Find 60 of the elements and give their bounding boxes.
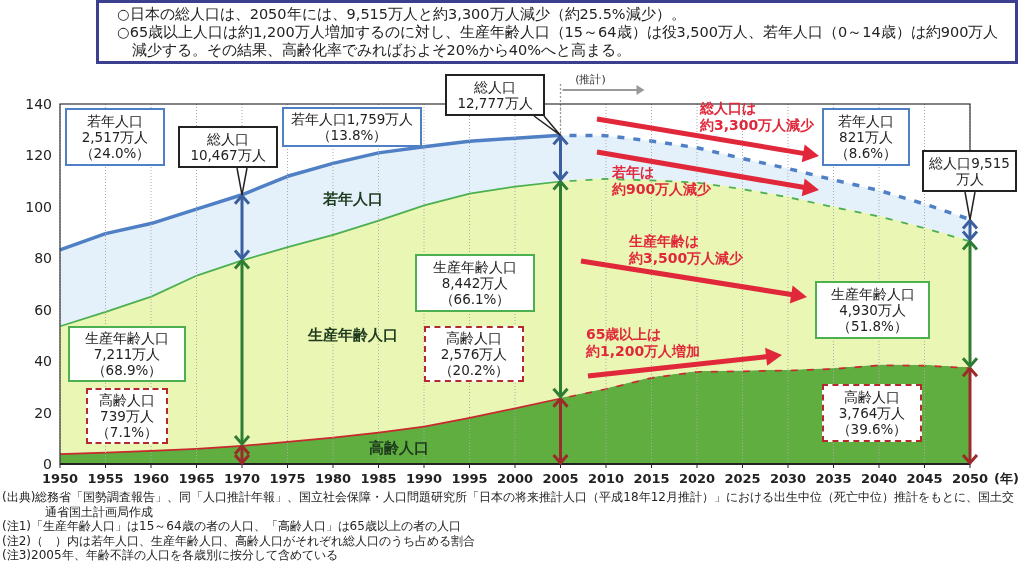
annotation: 約1,200万人増加 [586,343,701,359]
x-tick-label: 2025 [724,470,761,486]
x-tick-label: 2040 [860,470,898,486]
annotation: 生産年齢は [629,233,699,249]
annotation: 生産年齢人口8,442万人（66.1%） [432,259,518,307]
chart-title: ○日本の総人口は、2050年には、9,515万人と約3,300万人減少（約25.5%減少）。 [117,5,687,23]
chart-subtitle: ○65歳以上人口は約1,200万人増加するのに対し、生産年齢人口（15～64歳）は役3,500万人、若年人口（0～14歳）は約900万人減少する。その結果、高齢化率でみればおよそ20%から40%へと高まる。 [117,23,1000,59]
ref-line-label: (推計) [575,72,606,86]
annotation: 約3,500万人減少 [629,250,744,266]
y-tick-label: 60 [34,301,52,318]
x-tick-label: 2050 [951,470,989,486]
text: (注3)2005年、年齢不詳の人口を各歳別に按分して含めている [2,548,339,563]
x-tick-label: 2045 [906,470,943,486]
x-tick-label: 2000 [496,470,534,486]
x-tick-label: 2005 [542,470,579,486]
x-tick-label: 2035 [815,470,852,486]
x-tick-label: 1990 [405,470,443,486]
x-tick-label: 1985 [360,470,397,486]
annotation: 総人口9,515万人 [928,155,1011,187]
series-label: 生産年齢人口 [307,326,398,345]
annotation: 約3,300万人減少 [700,117,815,133]
series-label: 高齢人口 [368,438,429,457]
y-tick-label: 100 [25,198,52,215]
x-tick-label: 2020 [678,470,716,486]
y-tick-label: 120 [25,147,52,164]
x-tick-label: 1965 [178,470,215,486]
annotation: 約900万人減少 [612,181,712,197]
series-label: 若年人口 [322,189,383,208]
annotation: 総人口12,777万人 [456,79,534,111]
annotation: 生産年齢人口4,930万人（51.8%） [829,286,916,334]
annotation: 若年人口821万人（8.6%） [833,113,899,161]
x-axis-title: (年) [994,470,1019,486]
text: (注2)（ ）内は若年人口、生産年齢人口、高齢人口がそれぞれ総人口のうち占める割合 [2,533,476,548]
annotation: 高齢人口739万人（7.1%） [94,392,160,440]
x-tick-label: 1995 [451,470,488,486]
x-tick-label: 2030 [769,470,807,486]
annotation: 若年は [612,164,654,180]
y-tick-label: 80 [34,250,52,267]
x-tick-label: 1950 [41,470,79,486]
y-tick-label: 20 [34,404,52,421]
annotation: 高齢人口2,576万人（20.2%） [437,330,511,378]
text: (出典)総務省「国勢調査報告」、同「人口推計年報」、国立社会保障・人口問題研究所「日本の将来推計人口（平成18年12月推計）」における出生中位（死亡中位）推計をもとに、国土交通省国土計画局作成 [2,490,1015,519]
x-tick-label: 2015 [633,470,670,486]
x-tick-label: 2010 [587,470,625,486]
x-tick-label: 1960 [132,470,170,486]
annotation: 高齢人口3,764万人（39.6%） [835,389,909,437]
annotation: 若年人口1,759万人（13.8%） [289,111,415,143]
y-tick-label: 0 [43,456,52,472]
annotation: 生産年齢人口7,211万人（68.9%） [84,330,170,378]
annotation: 若年人口2,517万人（24.0%） [78,113,152,161]
x-tick-label: 1975 [269,470,306,486]
text: (注1)「生産年齢人口」は15～64歳の者の人口、「高齢人口」は65歳以上の者の人口 [2,519,462,534]
x-tick-label: 1980 [314,470,352,486]
annotation: 総人口は [700,100,756,116]
y-tick-label: 40 [34,353,52,370]
annotation: 総人口10,467万人 [189,131,267,163]
x-tick-label: 1955 [87,470,124,486]
x-tick-label: 1970 [223,470,261,486]
annotation: 65歳以上は [586,326,662,342]
y-tick-label: 140 [25,96,52,112]
